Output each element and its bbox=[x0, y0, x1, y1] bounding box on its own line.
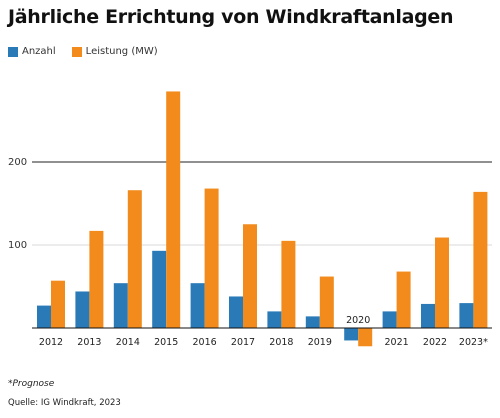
legend-label-leistung: Leistung (MW) bbox=[85, 46, 158, 57]
bar-anzahl bbox=[344, 328, 359, 341]
x-tick-label: 2014 bbox=[116, 337, 140, 348]
y-tick-label: 200 bbox=[8, 157, 27, 168]
legend-item-leistung: Leistung (MW) bbox=[71, 46, 158, 57]
x-tick-label: 2018 bbox=[269, 337, 293, 348]
bar-anzahl bbox=[267, 311, 282, 328]
legend-swatch-anzahl bbox=[8, 46, 18, 57]
bar-anzahl bbox=[152, 250, 167, 328]
bar-leistung bbox=[319, 276, 334, 328]
x-tick-label: 2013 bbox=[77, 337, 101, 348]
chart-title: Jährliche Errichtung von Windkraftanlage… bbox=[8, 6, 454, 28]
bar-anzahl bbox=[229, 296, 243, 328]
x-tick-label: 2021 bbox=[385, 337, 409, 348]
x-tick-label: 2017 bbox=[231, 337, 255, 348]
bar-anzahl bbox=[382, 311, 397, 328]
bar-leistung bbox=[89, 230, 104, 328]
bar-leistung bbox=[127, 190, 142, 328]
legend: Anzahl Leistung (MW) bbox=[8, 46, 174, 57]
bar-anzahl bbox=[113, 283, 128, 328]
bar-leistung bbox=[204, 188, 219, 328]
y-tick-label: 100 bbox=[8, 240, 27, 251]
bar-leistung bbox=[166, 91, 181, 328]
legend-item-anzahl: Anzahl bbox=[8, 46, 56, 57]
bar-leistung bbox=[396, 271, 411, 328]
bar-anzahl bbox=[190, 283, 205, 328]
bar-anzahl bbox=[421, 303, 435, 328]
footnote: *Prognose bbox=[8, 379, 55, 389]
x-tick-label: 2012 bbox=[39, 337, 63, 348]
source-note: Quelle: IG Windkraft, 2023 bbox=[8, 398, 121, 408]
x-tick-label: 2020 bbox=[346, 315, 370, 326]
x-tick-label: 2016 bbox=[193, 337, 217, 348]
bar-leistung bbox=[358, 328, 373, 347]
x-tick-label: 2015 bbox=[154, 337, 178, 348]
x-tick-label: 2019 bbox=[308, 337, 332, 348]
bar-leistung bbox=[281, 240, 296, 328]
legend-swatch-leistung bbox=[71, 46, 82, 57]
legend-label-anzahl: Anzahl bbox=[22, 46, 56, 57]
bar-anzahl bbox=[75, 291, 90, 328]
bar-leistung bbox=[435, 237, 449, 328]
x-tick-label: 2022 bbox=[423, 337, 447, 348]
bar-leistung bbox=[473, 191, 488, 328]
bar-leistung bbox=[51, 280, 65, 328]
bar-anzahl bbox=[459, 303, 474, 328]
bar-leistung bbox=[243, 224, 257, 328]
bar-anzahl bbox=[305, 316, 320, 328]
bar-anzahl bbox=[37, 305, 51, 328]
x-tick-label: 2023* bbox=[459, 337, 488, 348]
